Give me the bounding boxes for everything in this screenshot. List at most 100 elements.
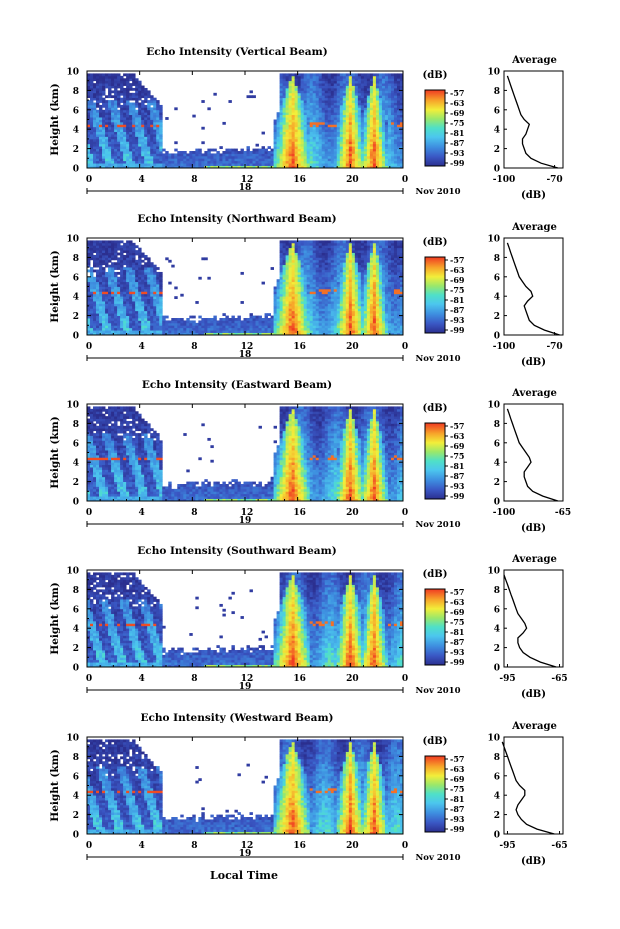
average-y-tick-label: 6 (494, 106, 500, 116)
heatmap-cell (282, 95, 287, 99)
heatmap-cell (378, 131, 383, 135)
heatmap-cell (309, 262, 314, 266)
heatmap-cell (303, 330, 308, 333)
heatmap-cell (315, 279, 320, 283)
heatmap-cell (132, 114, 136, 118)
heatmap-cell (270, 163, 274, 166)
heatmap-cell (117, 160, 121, 164)
heatmap-cell (381, 117, 386, 120)
heatmap-cell (345, 136, 350, 140)
heatmap-cell (309, 97, 314, 101)
heatmap-cell (315, 276, 320, 280)
heatmap-cell (225, 165, 229, 169)
heatmap-cell (129, 259, 133, 263)
heatmap-cell (126, 143, 130, 147)
heatmap-cell (180, 151, 184, 154)
heatmap-cell (276, 322, 281, 326)
heatmap-cell (276, 138, 281, 142)
heatmap-cell (333, 163, 338, 166)
heatmap-cell (279, 148, 284, 152)
heatmap-cell (333, 318, 338, 321)
heatmap-cell (153, 308, 157, 312)
heatmap-cell (324, 165, 329, 169)
heatmap-cell (90, 92, 94, 96)
heatmap-cell (99, 131, 103, 135)
heatmap-cell (102, 100, 106, 103)
heatmap-cell (96, 73, 100, 77)
heatmap-cell (303, 131, 308, 135)
heatmap-cell (330, 303, 335, 307)
heatmap-cell (87, 141, 91, 145)
heatmap-cell (114, 121, 118, 125)
heatmap-cell (126, 276, 130, 280)
heatmap-cell (102, 151, 106, 154)
heatmap-cell (132, 325, 136, 329)
heatmap-cell (99, 315, 103, 319)
heatmap-cell (105, 165, 109, 169)
heatmap-cell (288, 303, 293, 307)
heatmap-cell (99, 310, 103, 314)
heatmap-cell (279, 92, 284, 96)
heatmap-cell (363, 97, 368, 101)
heatmap-cell (291, 318, 296, 321)
heatmap-cell (87, 252, 91, 256)
heatmap-cell (138, 141, 142, 145)
heatmap-cell (126, 298, 130, 302)
heatmap-cell (120, 131, 124, 135)
heatmap-cell (195, 148, 199, 152)
heatmap-cell (117, 252, 121, 256)
heatmap-cell (378, 138, 383, 142)
heatmap-cell (117, 247, 121, 251)
heatmap-cell (207, 322, 211, 326)
heatmap-cell (336, 119, 341, 123)
heatmap-cell (105, 119, 109, 123)
heatmap-cell (300, 78, 305, 82)
heatmap-cell (102, 143, 106, 147)
heatmap-cell (297, 262, 302, 266)
heatmap-cell (300, 107, 305, 111)
heatmap-cell (282, 141, 287, 145)
heatmap-cell (288, 163, 293, 166)
heatmap-cell (351, 73, 356, 77)
heatmap-cell (327, 284, 332, 287)
heatmap-cell (159, 301, 163, 304)
heatmap-cell (210, 155, 214, 159)
heatmap-cell (132, 250, 136, 253)
heatmap-cell (285, 320, 290, 324)
heatmap-cell (294, 107, 299, 111)
heatmap-cell (303, 83, 308, 86)
heatmap-cell (294, 75, 299, 79)
heatmap-cell (180, 158, 184, 162)
heatmap-cell (354, 146, 359, 149)
heatmap-cell (339, 95, 344, 99)
heatmap-cell (261, 281, 265, 285)
heatmap-cell (294, 288, 299, 292)
heatmap-cell (324, 155, 329, 159)
heatmap-cell (114, 325, 118, 329)
heatmap-cell (333, 73, 338, 77)
heatmap-cell (102, 136, 106, 140)
heatmap-cell (354, 109, 359, 113)
heatmap-cell (282, 296, 287, 300)
heatmap-cell (126, 155, 130, 159)
heatmap-cell (303, 313, 308, 316)
heatmap-cell (132, 242, 136, 246)
heatmap-cell (282, 90, 287, 94)
heatmap-cell (399, 92, 404, 96)
heatmap-cell (159, 303, 163, 307)
heatmap-cell (132, 322, 136, 326)
heatmap-cell (279, 293, 284, 297)
heatmap-cell (231, 327, 235, 331)
heatmap-cell (114, 163, 118, 166)
heatmap-cell (147, 320, 151, 324)
heatmap-cell (147, 151, 151, 154)
heatmap-cell (165, 153, 169, 157)
heatmap-cell (369, 90, 374, 94)
heatmap-cell (93, 141, 97, 145)
heatmap-cell (387, 107, 392, 111)
heatmap-cell (306, 109, 311, 113)
heatmap-cell (198, 327, 202, 331)
heatmap-cell (87, 259, 91, 263)
heatmap-cell (294, 330, 299, 333)
heatmap-cell (123, 332, 127, 336)
